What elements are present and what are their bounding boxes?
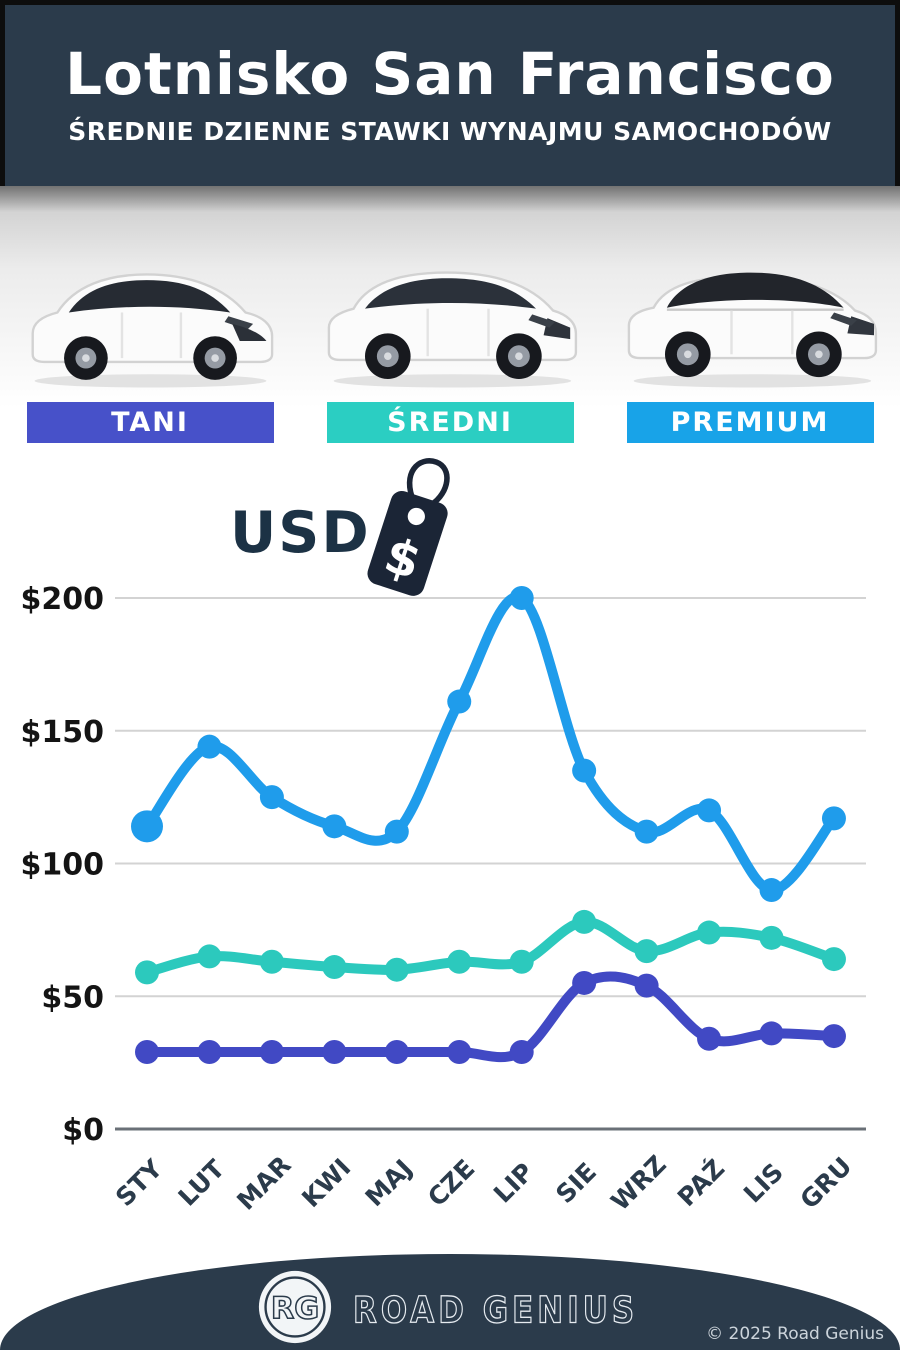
road-genius-logo-icon: RG (258, 1270, 332, 1344)
data-point-tani-MAR (259, 1040, 284, 1065)
x-axis-month-label: MAJ (360, 1154, 418, 1212)
y-axis-tick-label: $50 (41, 980, 104, 1015)
data-point-sredni-GRU (821, 947, 846, 972)
page-subtitle: ŚREDNIE DZIENNE STAWKI WYNAJMU SAMOCHODÓ… (68, 117, 832, 146)
data-point-premium-LUT (197, 734, 222, 759)
data-point-premium-LIS (759, 878, 784, 903)
data-point-premium-SIE (572, 758, 597, 783)
data-point-sredni-KWI (322, 955, 347, 980)
x-axis-month-label: LIS (738, 1157, 789, 1208)
data-point-sredni-LIP (509, 949, 534, 974)
footer: RG ROAD GENIUS © 2025 Road Genius (0, 1254, 900, 1350)
data-point-sredni-MAR (259, 949, 284, 974)
data-point-premium-STY (131, 810, 163, 843)
suv-car-image (327, 271, 577, 388)
car-categories-section: TANI ŚREDNI (0, 186, 900, 447)
header-shadow (0, 186, 900, 212)
page-title: Lotnisko San Francisco (65, 40, 835, 108)
header: Lotnisko San Francisco ŚREDNIE DZIENNE S… (0, 0, 900, 186)
y-axis-tick-label: $200 (21, 582, 105, 617)
data-point-tani-LIP (509, 1040, 534, 1065)
rental-rates-line-chart: $0 $50 $100 $150 $200 STY LUT MAR KWI MAJ CZE LIP SI… (21, 582, 866, 1216)
category-badge-premium: PREMIUM (626, 402, 874, 443)
data-point-tani-KWI (322, 1040, 347, 1065)
data-point-premium-MAR (259, 785, 284, 810)
series-line-sredni (142, 916, 839, 978)
data-point-sredni-SIE (572, 909, 597, 934)
category-column-tani: TANI (0, 186, 300, 447)
currency-label: USD (230, 500, 371, 566)
hatchback-car-image (31, 273, 273, 388)
data-point-tani-LUT (197, 1040, 222, 1065)
x-axis-month-label: WRZ (605, 1150, 671, 1216)
data-point-premium-WRZ (634, 819, 659, 844)
category-column-premium: PREMIUM (600, 186, 900, 447)
data-point-sredni-STY (135, 960, 159, 985)
x-axis-month-label: LUT (173, 1154, 231, 1212)
x-axis-month-label: PAŹ (672, 1154, 730, 1212)
brand-wordmark: ROAD GENIUS (353, 1288, 638, 1332)
data-point-sredni-LIS (759, 925, 784, 950)
x-axis-month-label: CZE (422, 1154, 480, 1212)
data-point-tani-MAJ (384, 1040, 409, 1065)
x-axis-month-label: SIE (550, 1157, 602, 1209)
data-point-sredni-PAŹ (697, 920, 722, 945)
data-point-sredni-MAJ (384, 957, 409, 982)
category-column-sredni: ŚREDNI (300, 186, 600, 447)
data-point-tani-STY (135, 1040, 159, 1065)
data-point-premium-CZE (447, 689, 472, 714)
x-axis-month-label: KWI (296, 1153, 356, 1213)
data-point-premium-MAJ (384, 819, 409, 844)
series-line-premium (142, 591, 839, 896)
data-point-tani-GRU (821, 1024, 846, 1049)
data-point-sredni-LUT (197, 944, 222, 969)
y-axis-tick-label: $0 (62, 1113, 104, 1148)
category-badge-sredni: ŚREDNI (326, 402, 574, 443)
brand-name: ROAD GENIUS (353, 1289, 638, 1332)
data-point-sredni-WRZ (634, 939, 659, 964)
x-axis-month-label: LIP (488, 1157, 539, 1208)
data-point-premium-PAŹ (697, 798, 722, 823)
data-point-premium-GRU (821, 806, 846, 831)
x-axis-month-label: STY (110, 1153, 169, 1212)
logo-initials: RG (271, 1291, 319, 1326)
data-point-tani-WRZ (634, 973, 659, 998)
y-axis-tick-label: $100 (21, 848, 105, 883)
copyright-text: © 2025 Road Genius (706, 1324, 884, 1344)
price-tag-icon: $ (367, 458, 450, 596)
data-point-tani-LIS (759, 1021, 784, 1046)
category-badge-tani: TANI (26, 402, 274, 443)
data-point-tani-CZE (447, 1040, 472, 1065)
data-point-tani-SIE (572, 970, 597, 995)
data-point-premium-KWI (322, 814, 347, 839)
x-axis-month-label: MAR (231, 1150, 296, 1215)
data-point-tani-PAŹ (697, 1026, 722, 1051)
luxury-suv-car-image (627, 272, 877, 388)
y-axis-tick-label: $150 (21, 715, 105, 750)
data-point-sredni-CZE (447, 949, 472, 974)
x-axis-month-label: GRU (794, 1151, 857, 1214)
series-line-tani (142, 971, 839, 1063)
data-point-premium-LIP (509, 586, 534, 610)
